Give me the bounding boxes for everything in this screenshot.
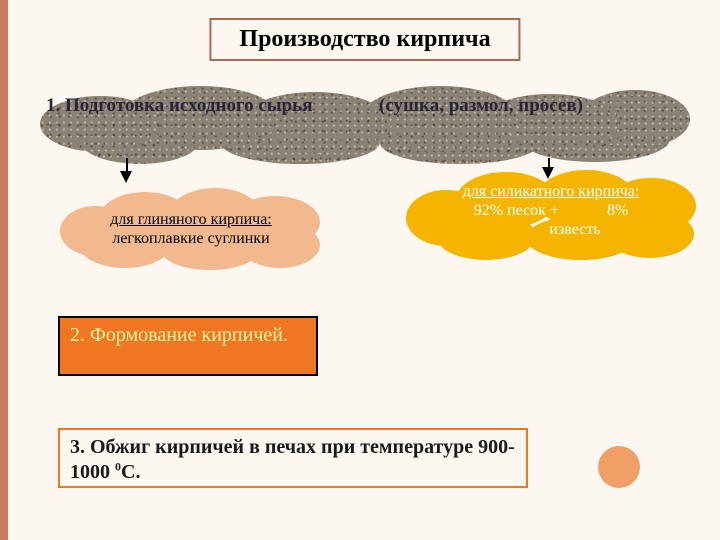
clay-body: легкоплавкие суглинки bbox=[112, 230, 269, 247]
step1-text: 1. Подготовка исходного сырья (сушка, ра… bbox=[46, 94, 686, 118]
step1-cloud: 1. Подготовка исходного сырья (сушка, ра… bbox=[40, 86, 690, 162]
clay-title: для глиняного кирпича: bbox=[110, 211, 271, 228]
title-box: Производство кирпича bbox=[209, 18, 520, 61]
slide-stage: Производство кирпича 1. Подготовка исход… bbox=[18, 8, 712, 532]
silicate-cloud: для силикатного кирпича: 92% песок + 8% … bbox=[406, 170, 696, 260]
arrow-left-head bbox=[120, 171, 132, 183]
step2-text: 2. Формование кирпичей. bbox=[70, 324, 288, 346]
clay-cloud: для глиняного кирпича: легкоплавкие сугл… bbox=[60, 188, 320, 268]
step3-box: 3. Обжиг кирпичей в печах при температур… bbox=[58, 428, 528, 488]
left-accent-bar bbox=[0, 0, 8, 540]
step2-box: 2. Формование кирпичей. bbox=[58, 316, 318, 376]
step3-text: 3. Обжиг кирпичей в печах при температур… bbox=[70, 436, 515, 483]
clay-content: для глиняного кирпича: легкоплавкие сугл… bbox=[86, 210, 296, 248]
silicate-content: для силикатного кирпича: 92% песок + 8% … bbox=[426, 182, 676, 240]
arrow-left-stem bbox=[126, 158, 128, 172]
decorative-circle bbox=[598, 446, 640, 488]
